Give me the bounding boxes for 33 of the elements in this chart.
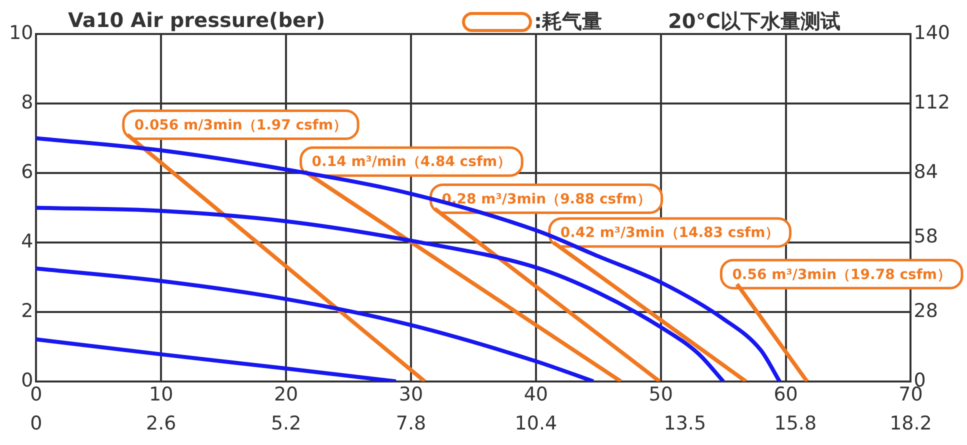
line-series: [36, 206, 726, 382]
x-tick-label: 60: [774, 384, 798, 406]
text: :耗气量: [534, 8, 602, 35]
y-tick-label: 4: [21, 230, 34, 252]
series-label: 0.14 m³/min（4.84 csfm）: [312, 154, 512, 170]
x2-tick-label: 7.8: [396, 412, 426, 435]
x2-tick-label: 18.2: [890, 412, 932, 435]
x2-tick-label: 10.4: [514, 412, 558, 435]
line-series: [36, 266, 596, 382]
series-label: 0.056 m/3min（1.97 csfm）: [134, 117, 348, 134]
y-tick-label: 6: [21, 160, 34, 183]
x2-tick-label: 2.6: [146, 412, 176, 435]
series-label: 0.56 m³/3min（19.78 csfm）: [732, 266, 951, 283]
x-tick-label: 30: [398, 384, 424, 406]
x2-tick-label: 13.5: [664, 412, 706, 435]
y2-tick-label: 58: [914, 225, 938, 248]
chart-title: Va10 Air pressure(ber): [68, 8, 326, 32]
x2-tick-label: 5.2: [270, 412, 302, 435]
x-tick-label: 40: [524, 384, 548, 406]
x-tick-label: 10: [149, 384, 174, 406]
y2-tick-label: 140: [914, 22, 950, 44]
series-label: 0.42 m³/3min（14.83 csfm）: [560, 225, 780, 242]
y-tick-label: 2: [21, 300, 34, 322]
x-tick-label: 50: [648, 384, 673, 406]
y2-tick-label: 84: [914, 160, 938, 183]
y-tick-label: 10: [8, 22, 34, 44]
text: 20°C以下水量测试: [668, 8, 841, 35]
x2-tick-label: 15.8: [774, 412, 817, 435]
y-tick-label: 8: [21, 91, 34, 114]
line-series: [36, 337, 398, 382]
y2-tick-label: 112: [914, 91, 950, 114]
y2-tick-label: 28: [914, 300, 938, 322]
x-tick-label: 20: [274, 384, 298, 406]
